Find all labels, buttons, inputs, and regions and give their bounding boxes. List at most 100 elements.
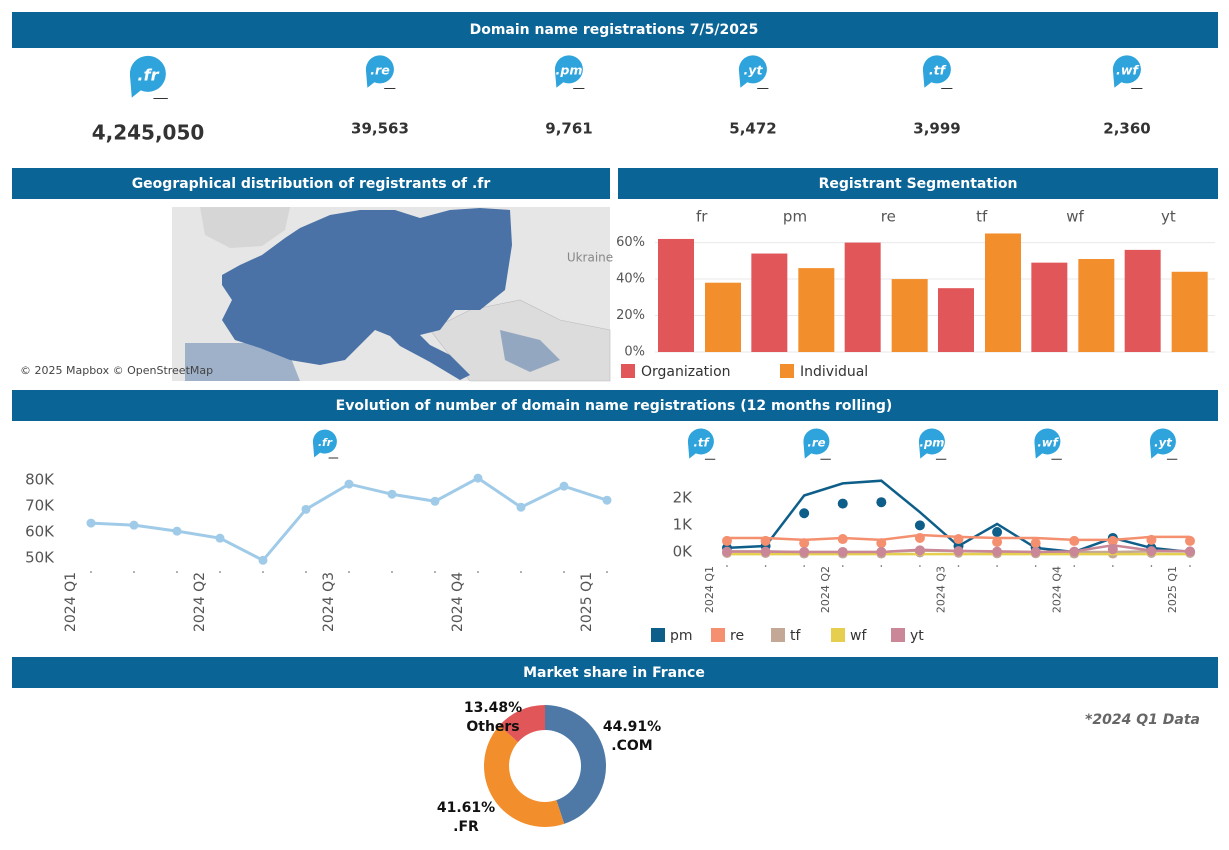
column-header: re [881, 208, 896, 226]
bar [1031, 262, 1068, 352]
bar [938, 288, 974, 352]
series-point [953, 546, 964, 557]
series-point [1069, 535, 1080, 546]
slice-value-label: 44.91% [603, 719, 661, 735]
x-tick-label: 2024 Q3 [321, 572, 337, 632]
column-header: fr [696, 208, 708, 226]
slice-category-label: .FR [453, 819, 479, 835]
y-tick-label: 1K [673, 516, 694, 534]
domain-icon [365, 55, 394, 88]
x-tick-label: 2024 Q2 [192, 572, 208, 632]
domain-icon-label: .yt [743, 63, 763, 78]
series-point [86, 518, 96, 528]
slice-value-label: 13.48% [464, 700, 522, 716]
x-tick-label: 2025 Q1 [1166, 566, 1179, 613]
map-place-label: Ukraine [567, 251, 613, 265]
bar [1078, 259, 1115, 352]
x-tick [1150, 565, 1153, 567]
kpi-value: 4,245,050 [92, 121, 205, 145]
series-point [430, 496, 440, 506]
x-tick-label: 2024 Q4 [1050, 566, 1063, 613]
domain-icon-label: .tf [929, 63, 947, 78]
domain-icon-label: .re [807, 436, 825, 450]
series-point [876, 538, 887, 549]
series-point [215, 533, 225, 543]
bar [844, 242, 881, 352]
x-tick [90, 571, 92, 573]
x-tick [919, 565, 921, 567]
kpi-value: 5,472 [729, 120, 776, 138]
y-tick-label: 60% [616, 235, 645, 250]
series-point [387, 489, 397, 499]
series-point [473, 473, 483, 483]
series-point [129, 520, 139, 530]
series-point [837, 534, 848, 545]
column-header: yt [1161, 208, 1176, 226]
x-tick [957, 565, 960, 567]
series-point [1030, 538, 1041, 549]
evolution-header [12, 390, 1218, 421]
legend-swatch [831, 628, 845, 642]
legend-swatch [891, 628, 905, 642]
x-tick [520, 571, 522, 573]
domain-icon-label: .tf [693, 436, 710, 450]
series-point [1107, 535, 1118, 546]
bar [751, 253, 788, 352]
domain-icon-label: .fr [137, 66, 159, 85]
series-point [1069, 546, 1080, 557]
domain-icon-label: .re [370, 63, 390, 78]
x-tick [305, 571, 307, 573]
legend-swatch [771, 628, 785, 642]
x-tick-label: 2025 Q1 [579, 572, 595, 632]
market-title: Market share in France [523, 665, 705, 681]
domain-icon [738, 55, 767, 88]
series-point [914, 545, 925, 556]
x-tick-label: 2024 Q4 [450, 572, 466, 632]
x-tick-label: 2024 Q2 [819, 566, 832, 613]
series-point [1146, 534, 1157, 545]
x-tick [1073, 565, 1076, 567]
y-tick-label: 20% [616, 308, 645, 323]
legend-label: Individual [800, 364, 868, 380]
series-point [344, 479, 354, 489]
donut-slice [499, 705, 545, 743]
domain-icon [554, 55, 583, 88]
series-point [1185, 546, 1195, 557]
x-tick [563, 571, 565, 573]
column-header: tf [976, 208, 988, 226]
domain-icon [312, 429, 337, 458]
series-point [760, 546, 771, 557]
x-tick [434, 571, 436, 573]
x-tick [803, 565, 805, 567]
series-point [876, 546, 887, 557]
series-point [172, 526, 182, 536]
legend-label: tf [790, 628, 801, 644]
map-region [222, 208, 512, 380]
market-header [12, 657, 1218, 688]
series-point [760, 535, 771, 546]
bar [705, 282, 741, 352]
series-point [914, 520, 925, 531]
legend-swatch [621, 364, 635, 378]
x-tick [996, 565, 998, 567]
y-tick-label: 40% [616, 272, 645, 287]
domain-icon [687, 428, 714, 459]
bar [891, 279, 928, 352]
y-tick-label: 0K [673, 542, 694, 560]
x-tick [391, 571, 393, 573]
x-tick-label: 2024 Q1 [703, 566, 716, 613]
domain-icon [918, 428, 945, 459]
x-tick [348, 571, 350, 573]
series-point [914, 532, 925, 543]
series-point [876, 497, 887, 508]
series-point [799, 538, 810, 549]
series-point [516, 502, 526, 512]
bar [1124, 249, 1161, 352]
evolution-title: Evolution of number of domain name regis… [336, 398, 893, 414]
y-tick-label: 80K [25, 471, 55, 489]
x-tick-label: 2024 Q1 [63, 572, 79, 632]
series-point [837, 546, 848, 557]
series-point [992, 527, 1003, 538]
legend-swatch [651, 628, 665, 642]
